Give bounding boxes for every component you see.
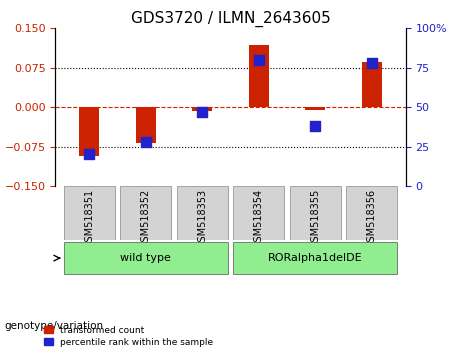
Text: GSM518355: GSM518355	[310, 189, 320, 248]
Bar	[192, 107, 212, 112]
Point	[255, 57, 262, 63]
Text: genotype/variation: genotype/variation	[5, 321, 104, 331]
Point	[86, 152, 93, 157]
Bar	[79, 107, 99, 156]
Bar	[305, 107, 325, 110]
FancyBboxPatch shape	[233, 186, 284, 240]
FancyBboxPatch shape	[64, 242, 228, 274]
Point	[368, 60, 375, 66]
Bar	[249, 45, 269, 107]
Title: GDS3720 / ILMN_2643605: GDS3720 / ILMN_2643605	[130, 11, 331, 27]
Point	[199, 109, 206, 115]
Text: GSM518351: GSM518351	[84, 189, 94, 248]
Text: GSM518352: GSM518352	[141, 189, 151, 248]
Text: wild type: wild type	[120, 253, 171, 263]
Text: RORalpha1delDE: RORalpha1delDE	[268, 253, 363, 263]
FancyBboxPatch shape	[233, 242, 397, 274]
Legend: transformed count, percentile rank within the sample: transformed count, percentile rank withi…	[41, 323, 216, 349]
Bar	[362, 63, 382, 107]
Text: GSM518353: GSM518353	[197, 189, 207, 248]
FancyBboxPatch shape	[290, 186, 341, 240]
FancyBboxPatch shape	[120, 186, 171, 240]
FancyBboxPatch shape	[177, 186, 228, 240]
Bar	[136, 107, 156, 143]
Point	[312, 123, 319, 129]
FancyBboxPatch shape	[346, 186, 397, 240]
Text: GSM518356: GSM518356	[367, 189, 377, 248]
FancyBboxPatch shape	[64, 186, 115, 240]
Text: GSM518354: GSM518354	[254, 189, 264, 248]
Point	[142, 139, 149, 145]
